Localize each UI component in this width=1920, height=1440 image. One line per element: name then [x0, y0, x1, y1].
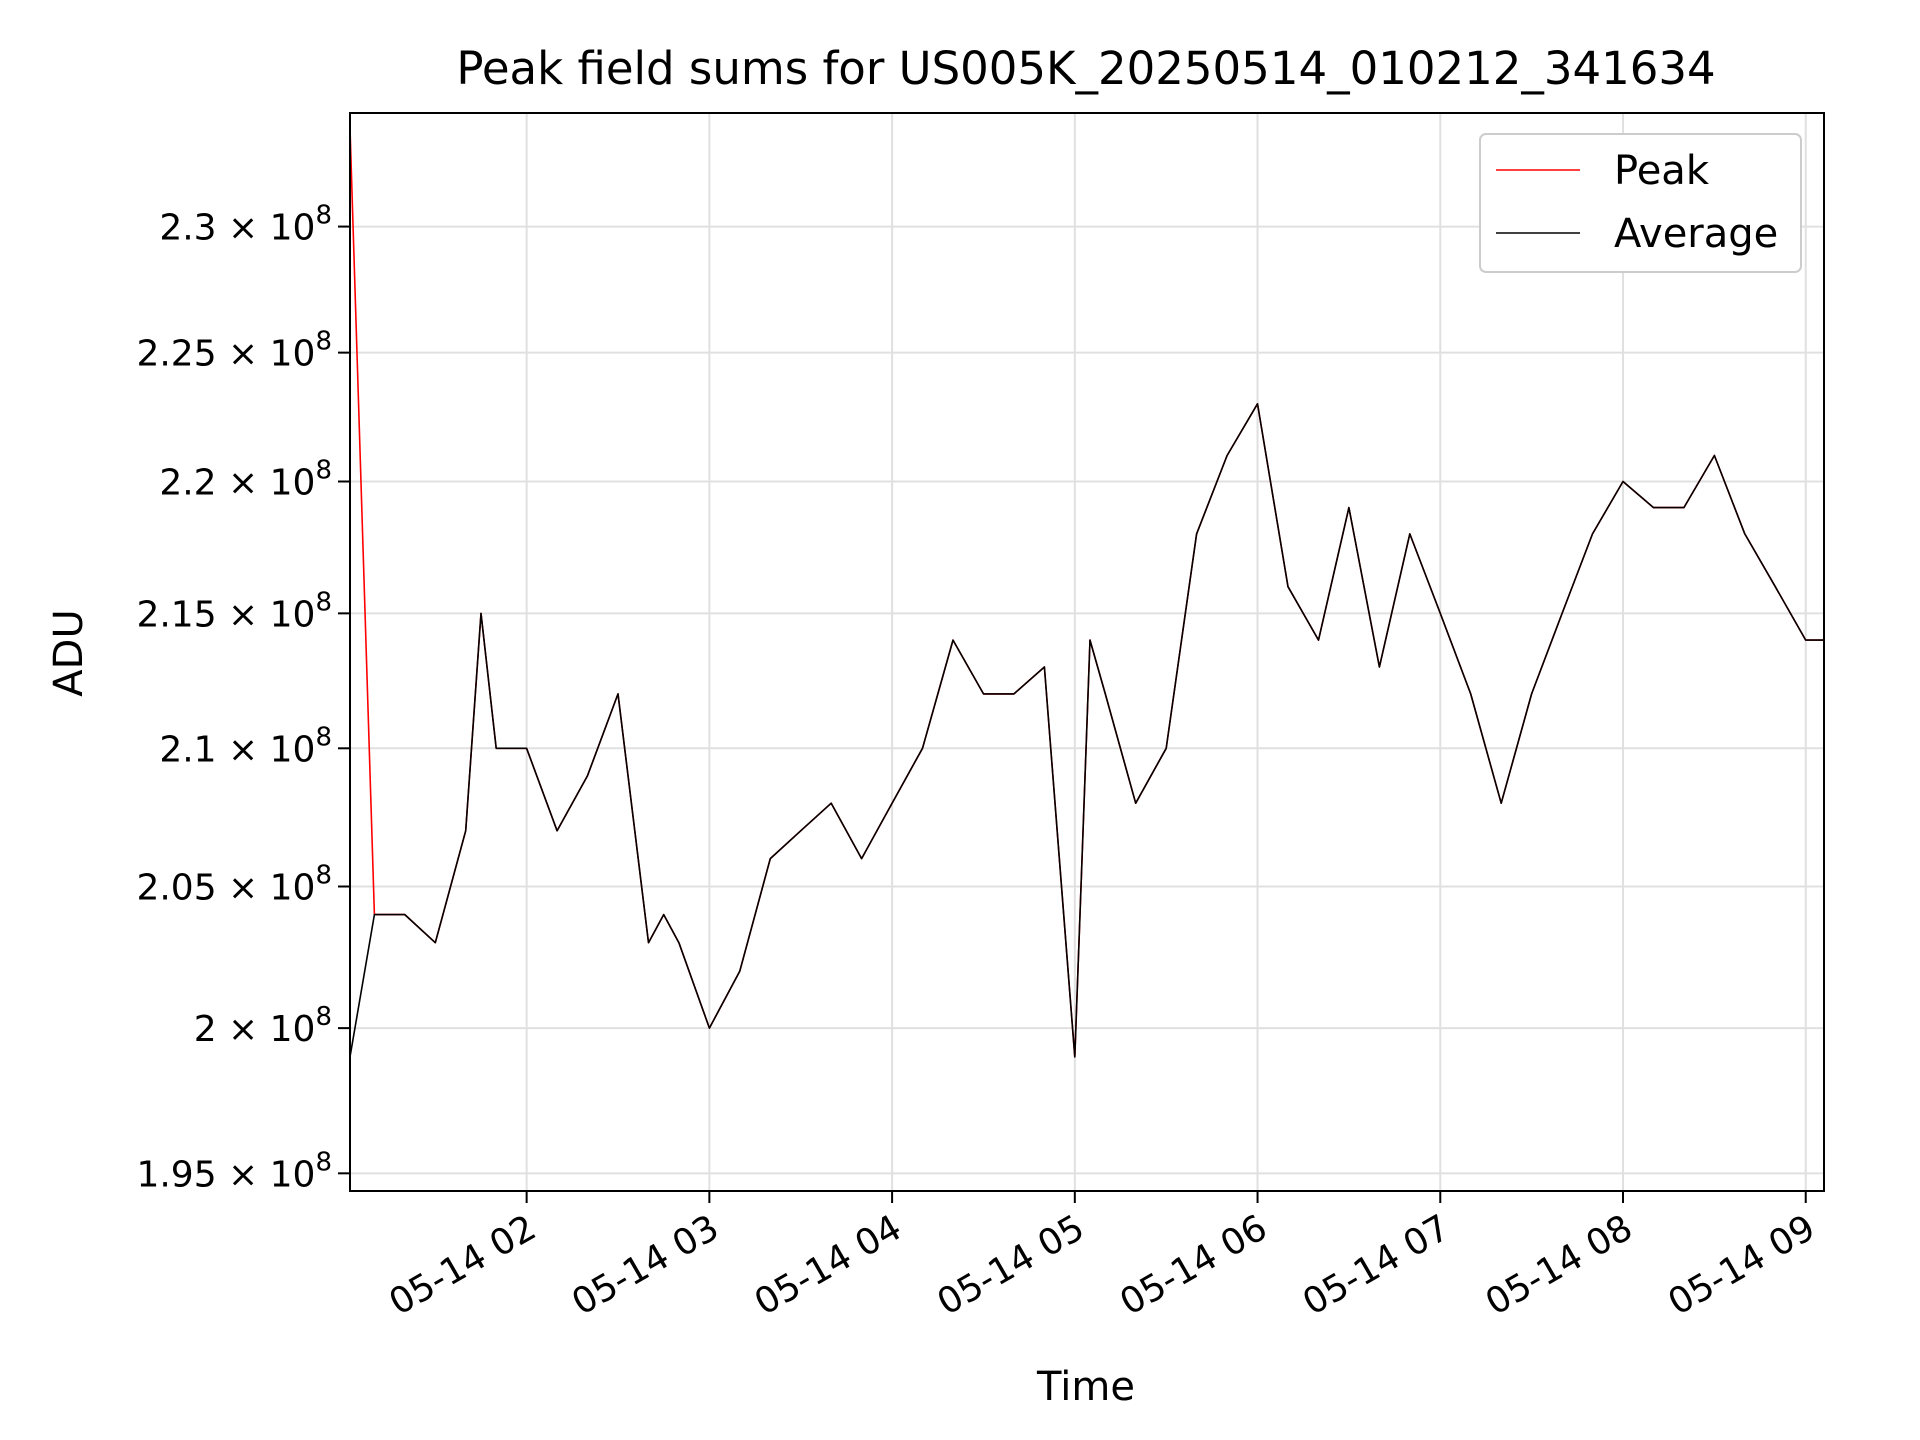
x-tick-label: 05-14 07	[1296, 1207, 1457, 1323]
y-tick-exponent: 8	[315, 456, 332, 486]
x-tick-label: 05-14 03	[565, 1207, 726, 1323]
x-axis-label: Time	[1036, 1364, 1135, 1410]
y-tick-label: 1.95 × 108	[136, 1147, 332, 1195]
y-tick-exponent: 8	[315, 861, 332, 891]
x-tick-label: 05-14 05	[931, 1207, 1092, 1323]
y-tick-label: 2.3 × 108	[159, 201, 332, 249]
series-average-line	[349, 402, 1824, 1058]
x-axis: 05-14 02 05-14 03 05-14 04 05-14 05 05-14 06…	[382, 1191, 1822, 1324]
y-tick-label: 2 × 108	[194, 1002, 332, 1050]
plot-lines	[349, 127, 1824, 1058]
x-tick-label: 05-14 09	[1662, 1207, 1823, 1323]
y-tick-label: 2.25 × 108	[136, 327, 332, 375]
y-tick-exponent: 8	[315, 201, 332, 231]
y-tick-exponent: 8	[315, 1002, 332, 1032]
y-tick-label: 2.15 × 108	[136, 587, 332, 635]
y-tick-label: 2.05 × 108	[136, 861, 332, 909]
legend-average-label: Average	[1614, 211, 1778, 257]
x-tick-label: 05-14 06	[1113, 1207, 1274, 1323]
y-axis-label: ADU	[46, 609, 92, 696]
legend-box	[1479, 133, 1802, 273]
grid	[350, 113, 1824, 1191]
y-axis: 1.95 × 108 2 × 108 2.05 × 108 2.1 × 108 2.15…	[136, 201, 350, 1195]
legend-peak-label: Peak	[1614, 148, 1710, 194]
y-tick-exponent: 8	[315, 327, 332, 357]
x-tick-label: 05-14 08	[1479, 1207, 1640, 1323]
plot-frame	[349, 112, 1825, 1192]
chart-title: Peak field sums for US005K_20250514_0102…	[456, 42, 1715, 95]
y-tick-exponent: 8	[315, 587, 332, 617]
y-tick-exponent: 8	[315, 722, 332, 752]
x-tick-label: 05-14 04	[748, 1207, 909, 1323]
y-tick-exponent: 8	[315, 1147, 332, 1177]
y-tick-label: 2.2 × 108	[159, 456, 332, 504]
legend: Peak Average	[1479, 133, 1802, 273]
x-tick-label: 05-14 02	[382, 1207, 543, 1323]
y-tick-label: 2.1 × 108	[159, 722, 332, 770]
